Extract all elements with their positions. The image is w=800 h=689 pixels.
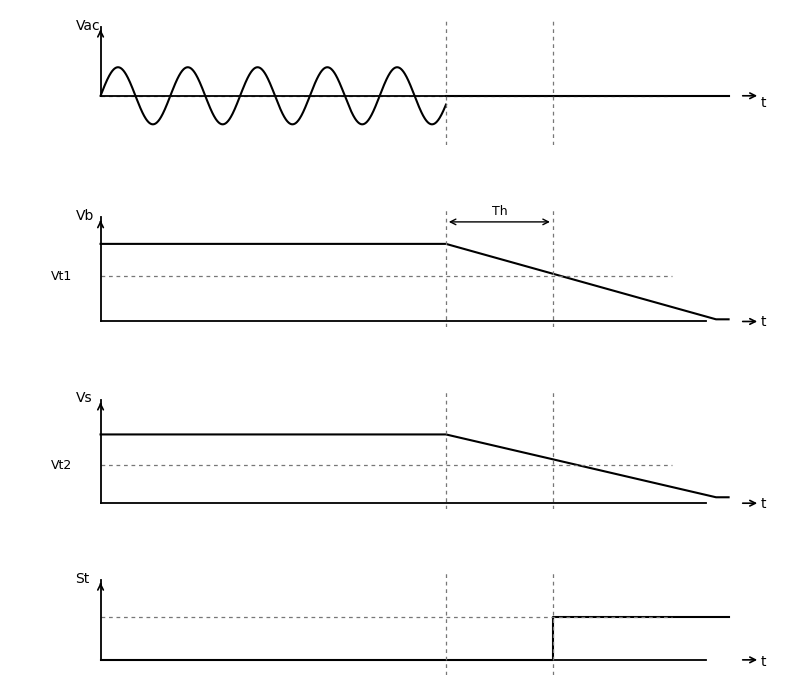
Text: St: St	[75, 572, 90, 586]
Text: Vs: Vs	[75, 391, 92, 405]
Text: Vt2: Vt2	[51, 459, 72, 472]
Text: Vt1: Vt1	[51, 269, 72, 282]
Text: t: t	[760, 316, 766, 329]
Text: Th: Th	[491, 205, 507, 218]
Text: t: t	[760, 96, 766, 110]
Text: t: t	[760, 497, 766, 511]
Text: Vac: Vac	[75, 19, 100, 33]
Text: Vb: Vb	[75, 209, 94, 223]
Text: t: t	[760, 655, 766, 669]
